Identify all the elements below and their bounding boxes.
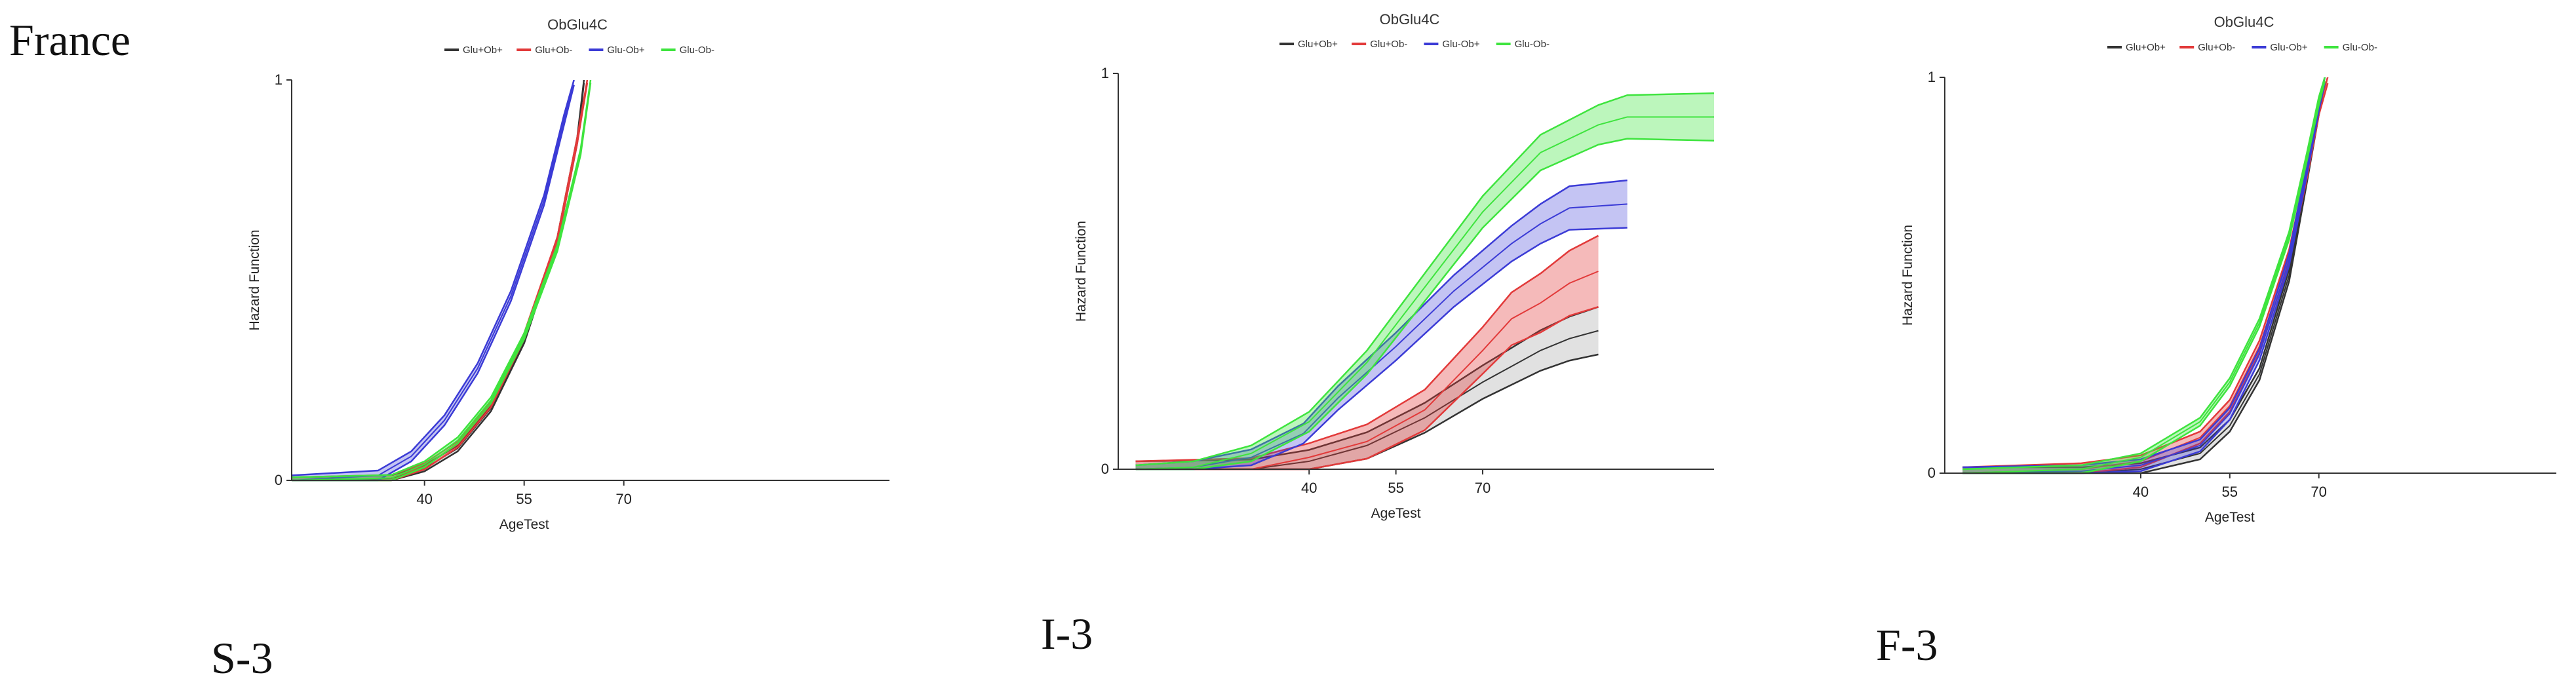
y-axis-label: Hazard Function: [1074, 221, 1089, 322]
band-lower-line: [1962, 81, 2326, 474]
series-line: [1135, 203, 1628, 470]
confidence-band: [1962, 77, 2325, 473]
series-line: [1135, 330, 1599, 470]
plot-area: [1135, 92, 1714, 471]
x-axis-label: AgeTest: [2205, 510, 2255, 525]
plot-area: [1962, 77, 2329, 474]
x-tick-label: 55: [516, 491, 532, 507]
confidence-band: [1962, 77, 2325, 473]
chart-panel-f3: ObGlu4C Glu+Ob+ Glu+Ob- Glu-Ob+ Glu-Ob- 0 1 40 5…: [1698, 0, 2576, 694]
band-upper-line: [292, 80, 575, 476]
band-upper-line: [1135, 92, 1714, 467]
series-line: [1962, 77, 2329, 474]
band-lower-line: [1962, 83, 2326, 474]
confidence-band: [292, 80, 584, 480]
band-upper-line: [1962, 77, 2329, 469]
hazard-chart-f3: ObGlu4C Glu+Ob+ Glu+Ob- Glu-Ob+ Glu-Ob- 0 1 40 5…: [1900, 14, 2556, 525]
band-lower-line: [292, 83, 585, 482]
legend-entry: Glu-Ob+: [2270, 42, 2307, 53]
hazard-chart-i3: ObGlu4C Glu+Ob+ Glu+Ob- Glu-Ob+ Glu-Ob- 0 1 40 5…: [1074, 11, 1714, 521]
legend-entry: Glu+Ob+: [1298, 39, 1338, 50]
legend-entry: Glu+Ob+: [463, 45, 503, 56]
series-line: [292, 80, 585, 481]
chart-title: ObGlu4C: [2214, 14, 2274, 30]
country-label: France: [9, 15, 131, 65]
x-tick-label: 40: [416, 491, 432, 507]
y-axis-label: Hazard Function: [1900, 225, 1915, 326]
band-upper-line: [292, 80, 589, 478]
hazard-chart-s3: ObGlu4C Glu+Ob+ Glu+Ob- Glu-Ob+ Glu-Ob- 0 1 40 5…: [247, 16, 889, 532]
caption-i3: I-3: [1041, 609, 1093, 659]
band-upper-line: [292, 80, 592, 478]
y-tick-label: 0: [1928, 465, 1936, 481]
band-upper-line: [1135, 179, 1628, 467]
y-tick-label: 1: [1928, 69, 1936, 85]
legend-entry: Glu+Ob-: [535, 45, 572, 56]
x-tick-label: 70: [2311, 484, 2326, 500]
chart-panel-s3: ObGlu4C Glu+Ob+ Glu+Ob- Glu-Ob+ Glu-Ob- 0 1 40 5…: [0, 0, 905, 694]
legend-entry: Glu-Ob+: [1442, 39, 1479, 50]
x-tick-label: 70: [615, 491, 631, 507]
series-line: [292, 80, 591, 481]
x-axis-label: AgeTest: [499, 517, 549, 532]
legend-entry: Glu-Ob-: [680, 45, 714, 56]
chart-title: ObGlu4C: [1380, 11, 1440, 28]
legend-entry: Glu+Ob-: [1370, 39, 1407, 50]
band-lower-line: [1135, 138, 1714, 471]
series-line: [1135, 116, 1714, 470]
confidence-band: [1135, 93, 1714, 469]
series-line: [292, 80, 575, 481]
x-tick-label: 70: [1475, 480, 1491, 496]
band-upper-line: [1962, 77, 2326, 471]
series-line: [1962, 77, 2326, 474]
band-upper-line: [292, 80, 585, 478]
confidence-band: [1135, 180, 1628, 469]
band-upper-line: [1962, 77, 2326, 469]
confidence-band: [1962, 77, 2325, 473]
y-tick-label: 0: [1101, 461, 1109, 477]
band-upper-line: [1962, 77, 2326, 469]
x-tick-label: 55: [2222, 484, 2238, 500]
x-axis-label: AgeTest: [1371, 506, 1421, 521]
y-axis-label: Hazard Function: [247, 229, 262, 330]
caption-s3: S-3: [211, 633, 273, 683]
legend-entry: Glu-Ob+: [607, 45, 644, 56]
x-tick-label: 40: [2133, 484, 2149, 500]
legend-entry: Glu-Ob-: [1515, 39, 1550, 50]
x-tick-label: 40: [1301, 480, 1317, 496]
confidence-band: [292, 80, 574, 480]
confidence-band: [1962, 77, 2328, 473]
confidence-band: [1135, 307, 1599, 469]
chart-title: ObGlu4C: [547, 16, 608, 33]
x-tick-label: 55: [1388, 480, 1403, 496]
chart-panel-i3: ObGlu4C Glu+Ob+ Glu+Ob- Glu-Ob+ Glu-Ob- 0 1 40 5…: [865, 0, 1763, 694]
series-line: [1962, 77, 2326, 474]
y-tick-label: 1: [1101, 65, 1109, 81]
caption-f3: F-3: [1876, 620, 1938, 670]
band-lower-line: [292, 83, 592, 482]
band-lower-line: [1135, 227, 1628, 471]
y-tick-label: 1: [275, 71, 283, 88]
legend-entry: Glu-Ob-: [2343, 42, 2377, 53]
y-tick-label: 0: [275, 472, 283, 488]
band-lower-line: [1962, 83, 2326, 474]
legend-entry: Glu+Ob-: [2198, 42, 2235, 53]
legend-entry: Glu+Ob+: [2126, 42, 2166, 53]
band-upper-line: [1135, 235, 1599, 463]
series-line: [1962, 77, 2326, 474]
band-lower-line: [292, 85, 575, 482]
plot-area: [292, 80, 592, 482]
series-line: [1135, 271, 1599, 470]
